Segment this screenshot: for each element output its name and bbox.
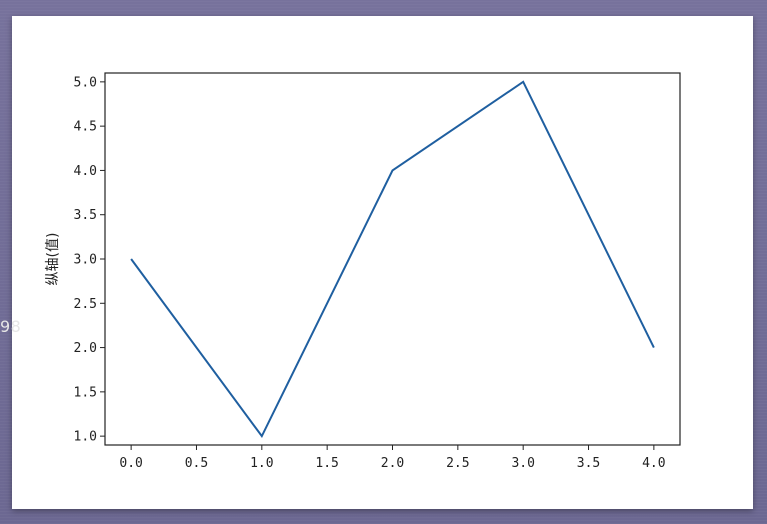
y-tick-label: 3.5 [74,208,97,223]
x-tick-label: 4.0 [642,456,665,471]
x-tick-label: 0.5 [185,456,208,471]
y-axis: 1.0 1.5 2.0 2.5 3.0 3.5 4.0 4.5 5.0 [74,75,105,445]
y-tick-label: 3.0 [74,253,97,268]
x-tick-label: 3.0 [511,456,534,471]
watermark-text: 98 [0,317,22,336]
y-tick-label: 2.5 [74,297,97,312]
chart-card [12,16,753,509]
x-tick-label: 3.5 [577,456,600,471]
plot-area-frame [104,72,681,446]
x-tick-label: 0.0 [119,456,142,471]
series-line [130,80,655,439]
y-tick-label: 4.0 [74,164,97,179]
series-layer [130,80,655,439]
x-tick-label: 2.0 [381,456,404,471]
y-axis-label: 纵轴(值) [45,233,61,286]
x-tick-label: 1.0 [250,456,273,471]
x-axis: 0.0 0.5 1.0 1.5 2.0 2.5 3.0 3.5 4.0 [119,445,666,471]
x-tick-label: 1.5 [315,456,338,471]
y-tick-label: 4.5 [74,120,97,135]
y-tick-label: 1.0 [74,430,97,445]
x-tick-label: 2.5 [446,456,469,471]
y-tick-label: 2.0 [74,341,97,356]
y-tick-label: 1.5 [74,385,97,400]
y-tick-label: 5.0 [74,75,97,90]
